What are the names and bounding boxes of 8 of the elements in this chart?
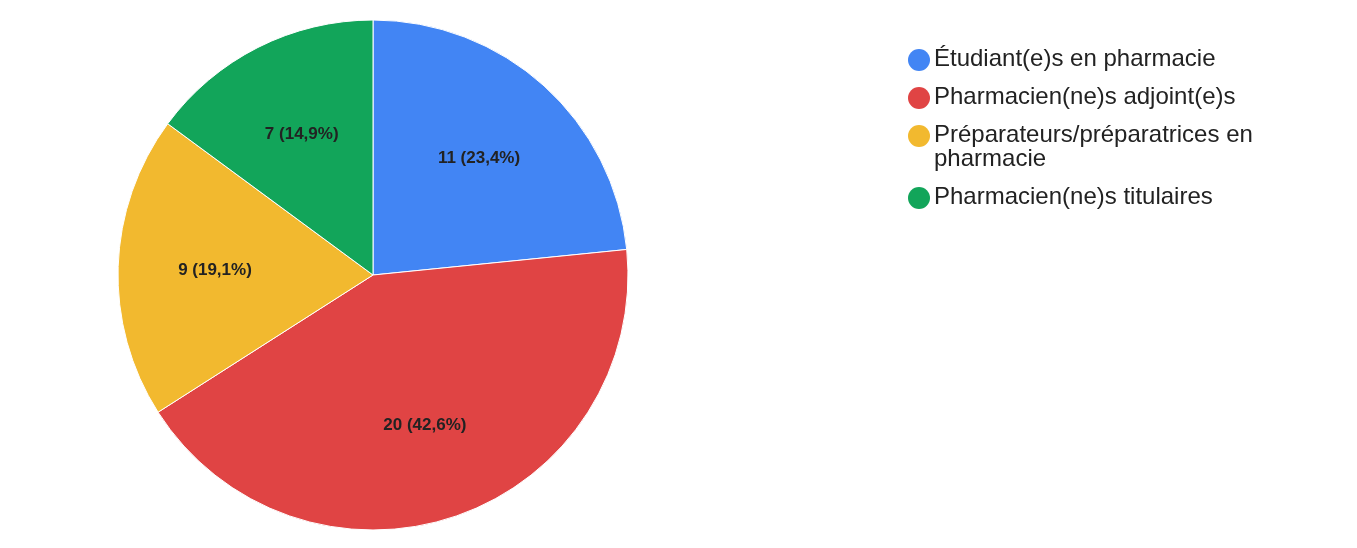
data-label: 11 (23,4%) bbox=[437, 148, 521, 168]
legend-label: Pharmacien(ne)s titulaires bbox=[934, 182, 1213, 209]
data-label: 9 (19,1%) bbox=[178, 260, 252, 280]
data-label: 7 (14,9%) bbox=[264, 124, 339, 144]
legend-label: Étudiant(e)s en pharmacie bbox=[934, 44, 1216, 71]
legend-label: Pharmacien(ne)s adjoint(e)s bbox=[934, 82, 1236, 109]
data-label: 20 (42,6%) bbox=[383, 414, 467, 434]
legend-label: Préparateurs/préparatrices en pharmacie bbox=[934, 120, 1254, 171]
